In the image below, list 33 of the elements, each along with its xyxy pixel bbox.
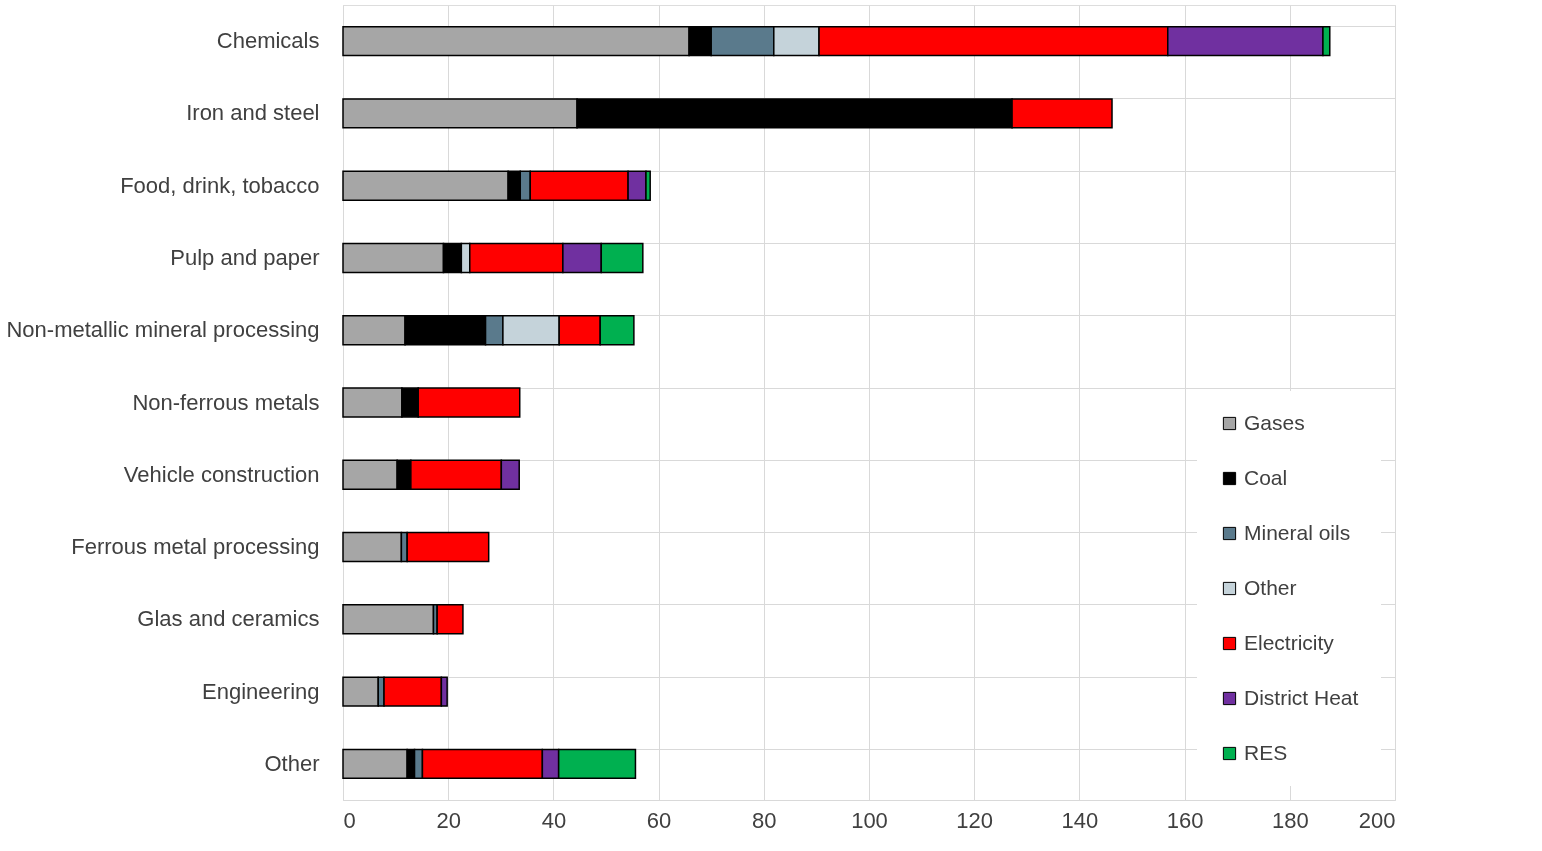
x-tick-label: 40 — [541, 807, 567, 833]
y-tick-label: Pulp and paper — [170, 244, 320, 270]
y-tick-label: Iron and steel — [186, 100, 320, 126]
bar — [436, 604, 464, 635]
y-tick-label: Food, drink, tobacco — [120, 172, 320, 198]
x-tick-label: 20 — [436, 807, 461, 833]
bar — [342, 676, 379, 707]
legend-label: Mineral oils — [1244, 520, 1351, 544]
bar — [342, 604, 435, 635]
legend-label: Electricity — [1244, 630, 1335, 654]
x-tick-label: 180 — [1271, 807, 1309, 833]
y-tick-label: Engineering — [202, 678, 320, 704]
legend-label: Coal — [1244, 465, 1288, 489]
x-tick-label: 60 — [646, 807, 672, 833]
x-tick-label: 100 — [851, 807, 888, 833]
y-tick-label: Glas and ceramics — [137, 606, 320, 632]
legend-label: RES — [1244, 740, 1288, 764]
bar — [342, 531, 403, 563]
y-tick-label: Vehicle construction — [123, 461, 320, 487]
x-tick-label: 140 — [1061, 807, 1099, 833]
y-tick-label: Non-ferrous metals — [132, 389, 320, 415]
y-tick-label: Other — [264, 750, 320, 776]
legend-label: Other — [1244, 575, 1297, 599]
y-tick-label: Chemicals — [216, 28, 320, 54]
x-tick-label: 160 — [1166, 807, 1204, 833]
legend-label: Gases — [1244, 410, 1305, 434]
x-tick-label: 120 — [956, 807, 994, 833]
y-tick-label: Non-metallic mineral processing — [6, 317, 320, 343]
y-tick-label: Ferrous metal processing — [71, 534, 320, 560]
x-tick-label: 80 — [752, 807, 777, 833]
legend-label: District Heat — [1244, 685, 1359, 709]
x-tick-label: 200 — [1358, 807, 1396, 833]
x-tick-label: 0 — [343, 807, 356, 833]
